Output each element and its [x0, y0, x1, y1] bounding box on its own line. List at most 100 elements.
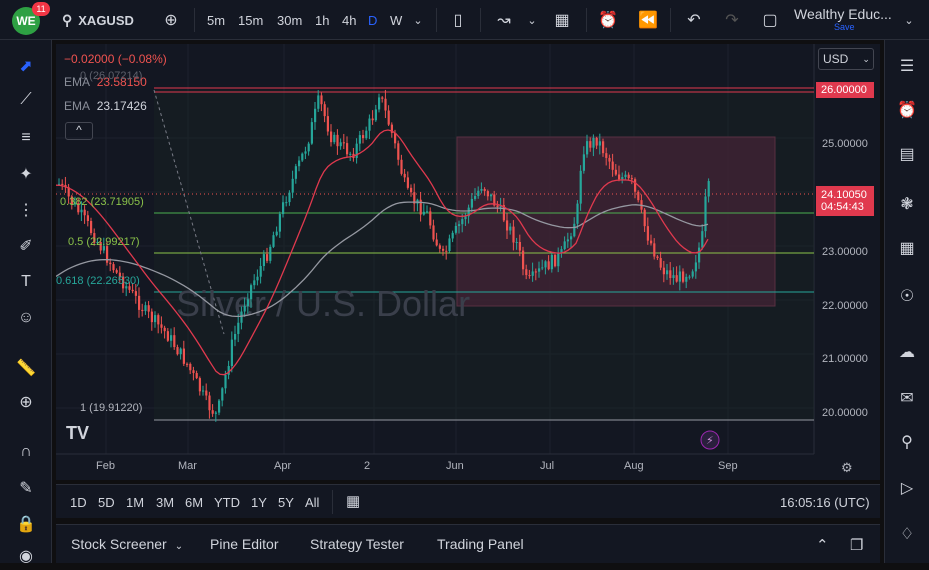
currency-select[interactable]: USD ⌄: [818, 48, 874, 70]
prediction-icon[interactable]: ⋮: [18, 202, 34, 219]
alert-icon[interactable]: ⏰: [598, 12, 618, 29]
data-window-icon[interactable]: ▤: [899, 146, 915, 163]
lightning-icon[interactable]: [700, 430, 720, 450]
date-range-icon[interactable]: ▦: [346, 493, 361, 510]
fib-tool-icon[interactable]: ≡: [21, 129, 31, 146]
candle-body: [99, 241, 102, 251]
eye-icon[interactable]: ◉: [19, 548, 33, 565]
timeframe-5m[interactable]: 5m: [207, 12, 226, 28]
candle-body: [688, 276, 691, 278]
timeframe-15m[interactable]: 15m: [238, 12, 264, 28]
settings-gear-icon[interactable]: ⚙: [841, 461, 853, 476]
candle-body: [557, 253, 560, 267]
fib-retracement[interactable]: [153, 87, 814, 421]
range-ytd[interactable]: YTD: [214, 495, 240, 510]
save-label[interactable]: Save: [834, 22, 855, 32]
timeframe-1h[interactable]: 1h: [315, 12, 330, 28]
alarm-icon[interactable]: ⏰: [897, 102, 917, 119]
tab-stock-screener[interactable]: Stock Screener ⌄: [71, 536, 183, 552]
pattern-icon[interactable]: ✦: [19, 166, 33, 183]
cursor-icon[interactable]: ⬈: [19, 58, 33, 75]
range-1d[interactable]: 1D: [70, 495, 87, 510]
candle-body: [70, 196, 73, 205]
candle-body: [326, 116, 329, 132]
emoji-icon[interactable]: ☺: [17, 309, 35, 326]
range-1m[interactable]: 1M: [126, 495, 145, 510]
calendar-icon[interactable]: ▦: [899, 240, 915, 257]
notifications-icon[interactable]: ♢: [899, 526, 915, 543]
range-5y[interactable]: 5Y: [278, 495, 294, 510]
fullscreen-icon[interactable]: ▢: [762, 12, 778, 29]
tab-pine-editor[interactable]: Pine Editor: [210, 536, 279, 552]
add-symbol-icon[interactable]: ⊕: [164, 12, 178, 29]
broadcast-icon[interactable]: ▷: [900, 480, 914, 497]
candle-body: [134, 291, 137, 296]
streams-icon[interactable]: ☁: [899, 344, 915, 361]
chevron-down-icon[interactable]: ⌄: [904, 14, 914, 27]
candle-body: [195, 373, 198, 379]
range-6m[interactable]: 6M: [185, 495, 204, 510]
candle-body: [560, 249, 563, 254]
clock[interactable]: 16:05:16 (UTC): [780, 495, 870, 510]
range-1y[interactable]: 1Y: [251, 495, 267, 510]
collapse-legend-button[interactable]: ^: [65, 122, 93, 140]
chevron-down-icon[interactable]: ⌄: [413, 14, 423, 27]
trend-line-icon[interactable]: ⟋: [20, 91, 32, 108]
timeframe-w[interactable]: W: [390, 12, 403, 28]
ruler-icon[interactable]: 📏: [16, 360, 36, 377]
symbol-search[interactable]: ⚲ XAGUSD: [62, 0, 134, 40]
chat-icon[interactable]: ✉: [900, 390, 914, 407]
candle-body: [115, 270, 118, 273]
redo-icon[interactable]: ↷: [725, 12, 739, 29]
time-label-2: 2: [364, 460, 371, 472]
candle-body: [179, 348, 182, 355]
price-chart[interactable]: Silver / U.S. Dollar TV ⚡ ⚙: [56, 44, 880, 480]
timeframe-30m[interactable]: 30m: [277, 12, 303, 28]
tab-trading-panel[interactable]: Trading Panel: [437, 536, 524, 552]
zoom-icon[interactable]: ⊕: [19, 394, 33, 411]
candle-body: [67, 187, 70, 197]
hotlist-icon[interactable]: ❃: [900, 196, 914, 213]
indicators-icon[interactable]: ↝: [497, 12, 511, 29]
chevron-up-icon[interactable]: ⌃: [816, 537, 829, 554]
ema-fast-legend[interactable]: EMA 23.58150: [64, 75, 147, 89]
last-price-tag: 24.10050 04:54:43: [816, 186, 874, 216]
magnet-icon[interactable]: ∩: [20, 443, 32, 460]
candle-body: [320, 95, 323, 105]
help-icon[interactable]: ⚲: [901, 434, 913, 451]
candle-body: [176, 347, 179, 355]
timeframe-d[interactable]: D: [368, 12, 378, 28]
ideas-icon[interactable]: ☉: [899, 288, 915, 305]
candle-body: [458, 224, 461, 226]
time-label-jun: Jun: [446, 460, 464, 472]
price-label-21: 21.00000: [822, 353, 868, 365]
range-all[interactable]: All: [305, 495, 320, 510]
candle-body: [339, 142, 342, 147]
account-name[interactable]: Wealthy Educ...: [794, 6, 892, 22]
brush-icon[interactable]: ✐: [19, 238, 33, 255]
range-5d[interactable]: 5D: [98, 495, 115, 510]
ema-slow-legend[interactable]: EMA 23.17426: [64, 99, 147, 113]
maximize-panel-icon[interactable]: ❐: [850, 537, 864, 554]
candle-body: [141, 309, 144, 312]
candle-body: [474, 196, 477, 199]
replay-icon[interactable]: ⏪: [638, 12, 658, 29]
candles-icon[interactable]: ▯: [453, 12, 463, 29]
lock-icon[interactable]: 🔒: [16, 516, 36, 533]
candle-body: [96, 241, 99, 243]
chart-area[interactable]: Silver / U.S. Dollar TV ⚡ ⚙ −0.02000 (−0…: [56, 44, 880, 480]
candle-body: [128, 286, 131, 290]
lock-drawing-icon[interactable]: ✎: [19, 480, 33, 497]
candle-body: [371, 118, 374, 121]
candle-body: [605, 153, 608, 158]
text-icon[interactable]: T: [21, 273, 31, 290]
tab-strategy-tester[interactable]: Strategy Tester: [310, 536, 404, 552]
range-3m[interactable]: 3M: [156, 495, 175, 510]
timeframe-4h[interactable]: 4h: [342, 12, 357, 28]
candle-body: [419, 199, 422, 215]
watchlist-icon[interactable]: ☰: [899, 58, 915, 75]
candle-body: [157, 315, 160, 325]
layouts-icon[interactable]: ▦: [554, 12, 570, 29]
chevron-down-icon[interactable]: ⌄: [527, 14, 537, 27]
undo-icon[interactable]: ↶: [687, 12, 701, 29]
